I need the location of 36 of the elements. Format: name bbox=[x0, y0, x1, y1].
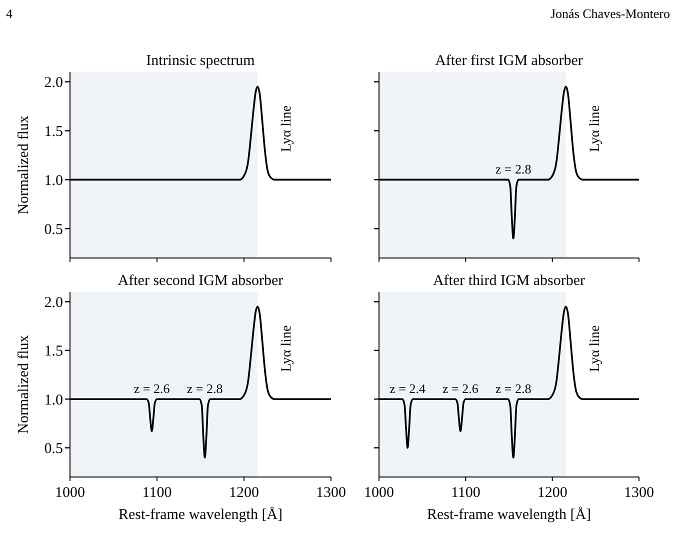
x-tick-label: 1100 bbox=[142, 485, 172, 501]
annotation: z = 2.8 bbox=[495, 162, 532, 177]
text: Jonás Chaves-Montero bbox=[550, 6, 670, 21]
chart-title: Intrinsic spectrum bbox=[146, 53, 256, 69]
annotation: z = 2.6 bbox=[134, 381, 170, 396]
y-tick-label: 1.0 bbox=[44, 392, 63, 408]
x-tick-label: 1000 bbox=[364, 485, 394, 501]
annotation: z = 2.8 bbox=[186, 381, 223, 396]
x-tick-label: 1300 bbox=[316, 485, 346, 501]
annotation: z = 2.4 bbox=[390, 381, 426, 396]
x-tick-label: 1300 bbox=[624, 485, 654, 501]
x-axis-title: Rest-frame wavelength [Å] bbox=[426, 506, 592, 523]
annotation: Lyα line bbox=[588, 105, 603, 152]
annotation: Lyα line bbox=[279, 105, 294, 152]
y-tick-label: 1.0 bbox=[44, 172, 63, 189]
annotation: z = 2.8 bbox=[495, 381, 532, 396]
x-tick-label: 1100 bbox=[450, 485, 480, 501]
y-tick-label: 2.0 bbox=[44, 75, 63, 92]
x-tick-label: 1000 bbox=[55, 485, 85, 501]
text: 4 bbox=[6, 6, 13, 21]
y-tick-label: 1.5 bbox=[44, 344, 63, 360]
x-axis-title: Rest-frame wavelength [Å] bbox=[118, 506, 283, 523]
y-tick-label: 1.5 bbox=[44, 124, 63, 140]
y-tick-label: 0.5 bbox=[44, 222, 63, 238]
y-tick-label: 0.5 bbox=[44, 441, 63, 458]
x-tick-label: 1200 bbox=[537, 485, 568, 501]
y-tick-label: 2.0 bbox=[44, 294, 63, 311]
chart-title: After first IGM absorber bbox=[435, 53, 583, 69]
y-axis-title: Normalized flux bbox=[16, 334, 32, 434]
x-tick-label: 1200 bbox=[229, 485, 259, 501]
y-axis-title: Normalized flux bbox=[16, 115, 32, 214]
annotation: Lyα line bbox=[588, 325, 603, 372]
annotation: Lyα line bbox=[279, 325, 294, 372]
annotation: z = 2.6 bbox=[442, 381, 479, 396]
chart-title: After third IGM absorber bbox=[432, 273, 586, 289]
chart-title: After second IGM absorber bbox=[118, 273, 284, 289]
